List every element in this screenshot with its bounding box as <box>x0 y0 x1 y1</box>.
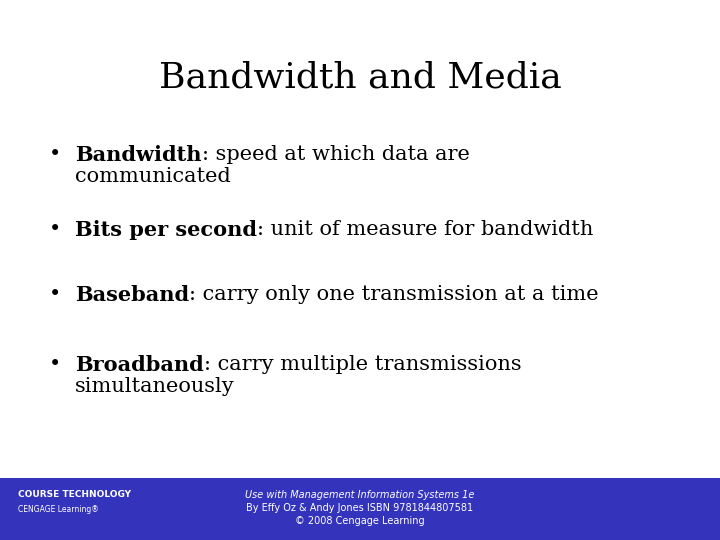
Text: : carry multiple transmissions: : carry multiple transmissions <box>204 355 521 374</box>
Text: •: • <box>49 285 61 304</box>
Bar <box>0 478 720 540</box>
Text: Baseband: Baseband <box>75 285 189 305</box>
Text: © 2008 Cengage Learning: © 2008 Cengage Learning <box>295 516 425 526</box>
Text: CENGAGE Learning®: CENGAGE Learning® <box>18 505 99 514</box>
Text: Bits per second: Bits per second <box>75 220 257 240</box>
Text: Use with Management Information Systems 1e: Use with Management Information Systems … <box>246 490 474 500</box>
Text: •: • <box>49 145 61 164</box>
Text: Bandwidth: Bandwidth <box>75 145 202 165</box>
Text: •: • <box>49 355 61 374</box>
Text: : unit of measure for bandwidth: : unit of measure for bandwidth <box>257 220 593 239</box>
Text: Bandwidth and Media: Bandwidth and Media <box>158 60 562 94</box>
Text: communicated: communicated <box>75 167 230 186</box>
Text: Broadband: Broadband <box>75 355 204 375</box>
Text: By Effy Oz & Andy Jones ISBN 9781844807581: By Effy Oz & Andy Jones ISBN 97818448075… <box>246 503 474 513</box>
Text: simultaneously: simultaneously <box>75 377 235 396</box>
Text: COURSE TECHNOLOGY: COURSE TECHNOLOGY <box>18 490 131 499</box>
Text: •: • <box>49 220 61 239</box>
Text: : speed at which data are: : speed at which data are <box>202 145 469 164</box>
Text: : carry only one transmission at a time: : carry only one transmission at a time <box>189 285 599 304</box>
